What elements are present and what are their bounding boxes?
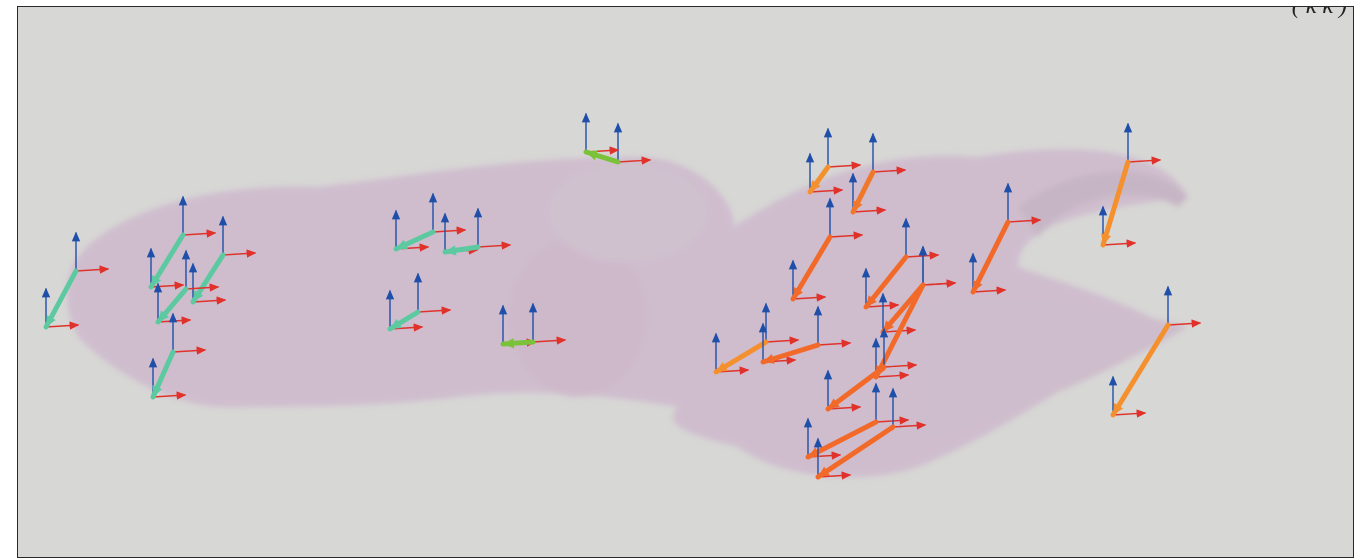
pose-glyph-22-end-frame-x-axis: [827, 403, 862, 412]
pose-glyph-18-arrow: [1100, 159, 1131, 248]
pose-glyph-23-arrowhead: [808, 447, 820, 457]
tissue-silhouette: [66, 149, 1188, 478]
pose-glyph-4-start-frame-x-axis: [185, 283, 220, 292]
pose-glyph-24-arrow: [815, 424, 896, 480]
pose-glyph-8-start-frame-x-axis: [417, 306, 452, 315]
pose-glyph-3-arrowhead: [193, 290, 204, 302]
pose-glyph-4-arrowhead: [158, 310, 169, 322]
pose-glyph-20-start-frame-x-axis: [765, 336, 800, 345]
pose-glyph-5-end-frame-x-axis: [152, 391, 187, 400]
pose-glyph-16-end-frame-x-axis: [875, 371, 910, 380]
pose-glyph-layer: [41, 112, 1202, 480]
pose-glyph-7-start-frame-x-axis: [477, 241, 512, 250]
pose-glyph-1-end-frame-x-axis: [45, 321, 80, 330]
pose-glyph-13-arrowhead: [793, 287, 804, 299]
pose-glyph-6-start-frame-x-axis: [432, 226, 467, 235]
pose-glyph-22-arrowhead: [828, 398, 840, 409]
formula-fragment: ( k k ): [1291, 6, 1347, 19]
pose-glyph-6-arrowhead: [396, 239, 408, 250]
pose-glyph-3-start-frame-x-axis: [222, 249, 257, 258]
pose-glyph-13-start-frame-x-axis: [829, 231, 864, 240]
pose-glyph-2-arrowhead: [151, 275, 162, 287]
pose-glyph-19-start-frame-x-axis: [1167, 319, 1202, 328]
pose-glyph-18-end-frame-x-axis: [1102, 239, 1137, 248]
pose-glyph-11-end-frame-x-axis: [809, 186, 844, 195]
pose-glyph-11-arrowhead: [810, 180, 821, 192]
pose-glyph-7-arrowhead: [445, 245, 457, 256]
pose-glyph-5-arrowhead: [152, 385, 163, 397]
pose-glyph-17-arrow: [970, 219, 1011, 295]
pose-glyph-14-end-frame-x-axis: [865, 301, 900, 310]
pose-glyph-5-start-frame-x-axis: [172, 346, 207, 355]
pose-glyph-8-arrowhead: [390, 318, 402, 329]
pose-glyph-13-end-frame-x-axis: [792, 293, 827, 302]
pose-glyph-1-arrowhead: [46, 315, 56, 327]
pose-glyph-24-end-frame-x-axis: [817, 471, 852, 480]
pose-glyph-23-start-frame-x-axis: [875, 416, 910, 425]
pose-glyph-16-start-frame-x-axis: [922, 279, 957, 288]
pose-glyph-22-arrow: [825, 364, 887, 412]
pose-glyph-19-arrowhead: [1113, 403, 1124, 415]
pose-glyph-24-arrowhead: [818, 466, 830, 477]
pose-glyph-22-start-frame-x-axis: [883, 361, 918, 370]
pose-glyph-14-arrowhead: [866, 295, 877, 307]
pose-glyph-12-start-frame-x-axis: [872, 166, 907, 175]
pose-glyph-17-start-frame-x-axis: [1007, 216, 1042, 225]
pose-glyph-20-arrowhead: [716, 361, 728, 372]
pose-glyph-24-start-frame-x-axis: [892, 421, 927, 430]
pose-glyph-9-arrowhead: [586, 150, 598, 161]
pose-glyph-12-arrowhead: [853, 200, 863, 212]
pose-glyph-21-arrowhead: [763, 353, 775, 364]
pose-glyph-11-start-frame-x-axis: [827, 161, 862, 170]
pose-glyph-1-start-frame-x-axis: [75, 265, 110, 274]
pose-glyph-18-start-frame-x-axis: [1127, 156, 1162, 165]
pose-glyph-2-start-frame-x-axis: [182, 229, 217, 238]
pose-glyph-19-arrow: [1110, 322, 1171, 418]
microscopy-scene: [41, 112, 1202, 480]
pose-glyph-10-start-frame-x-axis: [532, 336, 567, 345]
pose-glyph-9-start-frame-x-axis: [617, 156, 652, 165]
pose-glyph-13-arrow: [790, 234, 833, 302]
pose-glyph-10-arrowhead: [503, 338, 515, 349]
pose-glyph-14-start-frame-x-axis: [905, 251, 940, 260]
pose-glyph-23-arrow: [805, 419, 879, 460]
pose-glyph-18-arrowhead: [1101, 233, 1112, 245]
pose-glyph-19-end-frame-x-axis: [1112, 409, 1147, 418]
pose-glyph-12-end-frame-x-axis: [852, 206, 887, 215]
pose-glyph-17-end-frame-x-axis: [972, 286, 1007, 295]
image-frame: ( k k ): [17, 6, 1354, 558]
pose-glyph-17-arrowhead: [973, 280, 983, 292]
pose-glyph-3-end-frame-x-axis: [192, 296, 227, 305]
pose-glyph-21-start-frame-x-axis: [817, 339, 852, 348]
